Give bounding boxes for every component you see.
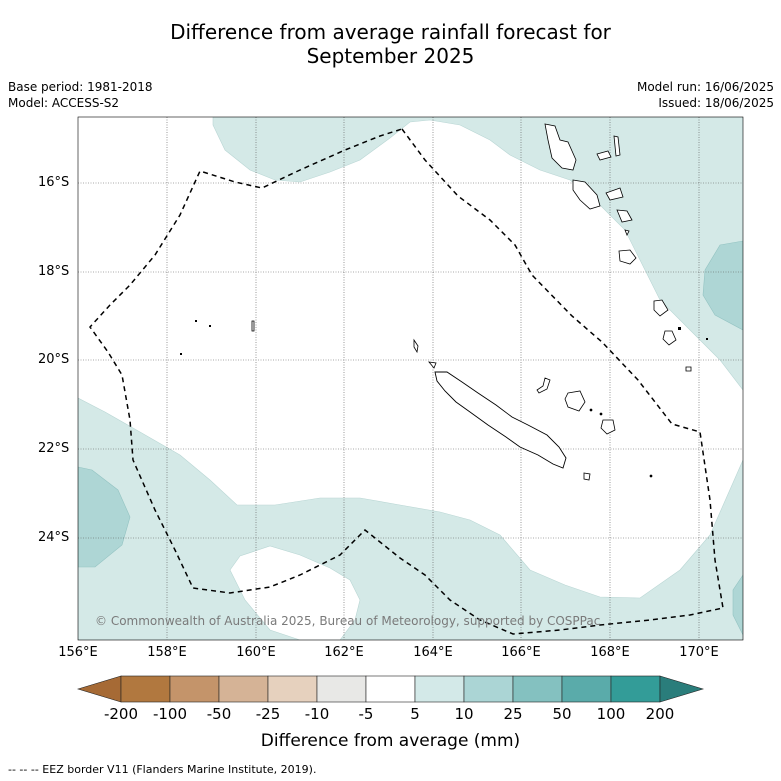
colorbar-segment (561, 675, 612, 703)
wetter-region-east (702, 240, 743, 331)
colorbar-segment (414, 675, 465, 703)
colorbar-segment (365, 675, 416, 703)
aneityum-island (662, 330, 677, 346)
islet (209, 325, 211, 327)
colorbar-tick-label: -25 (255, 705, 281, 723)
lat-label: 18°S (38, 264, 70, 279)
colorbar-tick-label: 5 (410, 705, 420, 723)
islet (251, 320, 255, 332)
lifou-island (564, 390, 586, 412)
map-canvas (78, 117, 743, 640)
lat-label: 24°S (38, 530, 70, 545)
dry-pocket-south (229, 545, 361, 640)
lat-label: 16°S (38, 175, 70, 190)
eez-border (89, 128, 724, 635)
map-title: Difference from average rainfall forecas… (0, 20, 781, 68)
islet (685, 366, 692, 372)
new-caledonia-island (434, 371, 567, 469)
efate-island (616, 209, 633, 223)
gridlines (78, 117, 743, 640)
islet (180, 353, 182, 355)
islet (678, 327, 681, 330)
colorbar-segment-above-200 (659, 675, 705, 703)
lon-label: 170°E (679, 645, 719, 660)
islet (589, 408, 593, 412)
vanuatu-island (613, 135, 621, 157)
tanna-island (653, 299, 669, 317)
vanuatu-island (605, 187, 624, 201)
colorbar-tick-label: 100 (596, 705, 626, 723)
colorbar-title: Difference from average (mm) (260, 731, 521, 751)
colorbar-segment (169, 675, 220, 703)
lon-label: 166°E (501, 645, 541, 660)
colorbar-tick-label: -200 (103, 705, 139, 723)
eez-footnote: -- -- -- EEZ border V11 (Flanders Marine… (8, 763, 317, 776)
islet (706, 338, 708, 340)
erromango-island (618, 249, 637, 265)
colorbar-tick-label: -50 (206, 705, 232, 723)
islet (413, 338, 419, 354)
colorbar-tick-label: 10 (454, 705, 474, 723)
model-run: Model run: 16/06/2025 (636, 80, 774, 94)
colorbar-tick-label: -100 (152, 705, 188, 723)
wet-region-north (212, 117, 743, 391)
lat-label: 20°S (38, 352, 70, 367)
colorbar-segment (267, 675, 318, 703)
colorbar-segment (316, 675, 367, 703)
colorbar-segment (512, 675, 563, 703)
title-line-2: September 2025 (306, 44, 475, 68)
title-line-1: Difference from average rainfall forecas… (170, 20, 611, 44)
colorbar-segment (218, 675, 269, 703)
metadata-left: Base period: 1981-2018 Model: ACCESS-S2 (8, 79, 153, 111)
issued-date: Issued: 18/06/2025 (658, 96, 774, 110)
vanuatu-island (596, 150, 612, 161)
metadata-right: Model run: 16/06/2025 Issued: 18/06/2025 (637, 79, 774, 111)
colorbar-segment (120, 675, 171, 703)
colorbar-tick-label: 25 (503, 705, 523, 723)
lon-label: 160°E (236, 645, 276, 660)
colorbar-segment (463, 675, 514, 703)
map-frame (77, 116, 744, 641)
lon-label: 168°E (590, 645, 630, 660)
base-period: Base period: 1981-2018 (8, 80, 153, 94)
model-name: Model: ACCESS-S2 (8, 96, 120, 110)
isle-of-pines (583, 472, 591, 481)
islet (428, 361, 437, 369)
lon-label: 156°E (58, 645, 98, 660)
malakula-island (572, 179, 601, 210)
mare-island (600, 419, 616, 435)
colorbar-tick-label: 50 (552, 705, 572, 723)
islet (195, 320, 197, 322)
lon-label: 164°E (413, 645, 453, 660)
wetter-region-west (78, 466, 131, 568)
wetter-region-southeast (732, 574, 743, 636)
colorbar-tick-label: -10 (304, 705, 330, 723)
islet (649, 474, 653, 478)
espiritu-santo-island (544, 123, 577, 171)
islet (599, 412, 603, 416)
colorbar (76, 675, 705, 703)
colorbar-segment-below-200 (76, 675, 122, 703)
colorbar-tick-label: -5 (358, 705, 374, 723)
lon-label: 162°E (324, 645, 364, 660)
copyright-notice: © Commonwealth of Australia 2025, Bureau… (95, 614, 601, 628)
lon-label: 158°E (147, 645, 187, 660)
ouvea-island (536, 377, 551, 394)
colorbar-tick-label: 200 (645, 705, 675, 723)
colorbar-segment (610, 675, 661, 703)
lat-label: 22°S (38, 441, 70, 456)
vanuatu-island (624, 229, 630, 236)
